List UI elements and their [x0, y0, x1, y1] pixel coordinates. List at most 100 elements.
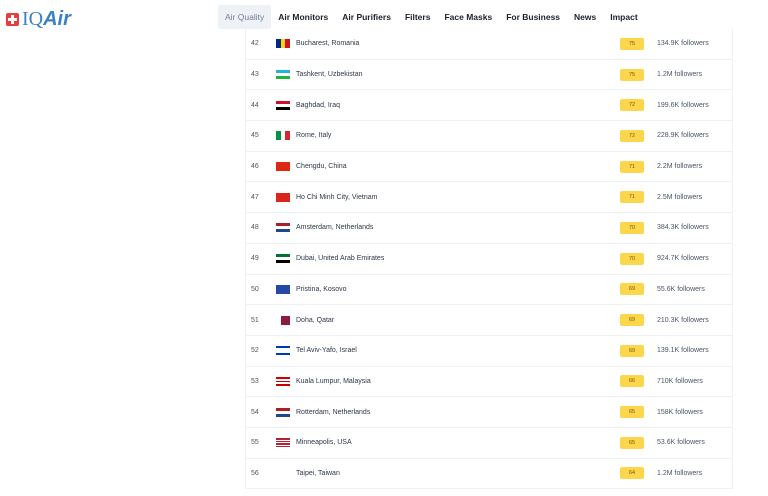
flag-my-icon: [276, 376, 290, 386]
aqi-badge: 64: [620, 467, 644, 480]
table-row[interactable]: 50 Pristina, Kosovo 69 55.6K followers: [246, 275, 732, 306]
city-link[interactable]: Kuala Lumpur, Malaysia: [296, 377, 371, 385]
nav-for-business[interactable]: For Business: [506, 12, 561, 22]
flag-uz-icon: [276, 70, 290, 80]
aqi-badge: 72: [620, 129, 644, 142]
table-row[interactable]: 43 Tashkent, Uzbekistan 75 1.2M followers: [246, 60, 732, 91]
flag-ro-icon: [276, 39, 290, 49]
city-link[interactable]: Minneapolis, USA: [296, 439, 352, 447]
flag-xk-icon: [276, 284, 290, 294]
city-link[interactable]: Amsterdam, Netherlands: [296, 224, 374, 232]
followers-count: 210.3K followers: [657, 316, 709, 324]
aqi-badge: 69: [620, 314, 644, 327]
table-row[interactable]: 47 Ho Chi Minh City, Vietnam 71 2.5M follow…: [246, 182, 732, 214]
nav-news[interactable]: News: [574, 12, 597, 22]
rank: 52: [251, 347, 259, 355]
rank: 56: [251, 469, 259, 477]
followers-count: 139.1K followers: [657, 347, 709, 355]
rank: 43: [251, 71, 259, 79]
table-row[interactable]: 52 Tel Aviv-Yafo, Israel 69 139.1K follower…: [246, 336, 732, 367]
aqi-badge: 69: [620, 283, 644, 296]
rank: 55: [251, 439, 259, 447]
city-link[interactable]: Rotterdam, Netherlands: [296, 408, 371, 416]
followers-count: 924.7K followers: [657, 255, 709, 263]
followers-count: 199.6K followers: [657, 101, 709, 109]
rank: 53: [251, 377, 259, 385]
table-row[interactable]: 56 Taipei, Taiwan 64 1.2M followers: [246, 459, 732, 490]
flag-ae-icon: [276, 254, 290, 264]
aqi-badge: 75: [620, 37, 644, 50]
followers-count: 134.9K followers: [657, 40, 709, 48]
aqi-badge: 65: [620, 406, 644, 419]
table-row[interactable]: 54 Rotterdam, Netherlands 65 158K followers: [246, 397, 732, 428]
flag-it-icon: [276, 131, 290, 141]
table-row[interactable]: 42 Bucharest, Romania 75 134.9K followers: [246, 29, 732, 60]
nav-impact[interactable]: Impact: [610, 12, 638, 22]
city-link[interactable]: Baghdad, Iraq: [296, 101, 340, 109]
followers-count: 710K followers: [657, 377, 703, 385]
flag-us-icon: [276, 438, 290, 448]
rank: 46: [251, 163, 259, 171]
aqi-badge: 71: [620, 191, 644, 204]
swiss-cross-icon: [6, 13, 19, 26]
followers-count: 1.2M followers: [657, 71, 703, 79]
aqi-badge: 72: [620, 99, 644, 112]
aqi-badge: 66: [620, 375, 644, 388]
aqi-badge: 70: [620, 252, 644, 265]
rank: 42: [251, 40, 259, 48]
followers-count: 2.2M followers: [657, 163, 703, 171]
followers-count: 158K followers: [657, 408, 703, 416]
table-row[interactable]: 46 Chengdu, China 71 2.2M followers: [246, 152, 732, 183]
nav-air-purifiers[interactable]: Air Purifiers: [342, 12, 391, 22]
rank: 54: [251, 408, 259, 416]
aqi-badge: 65: [620, 436, 644, 449]
table-row[interactable]: 51 Doha, Qatar 69 210.3K followers: [246, 305, 732, 336]
rank: 51: [251, 316, 259, 324]
rank: 50: [251, 285, 259, 293]
rank: 49: [251, 255, 259, 263]
city-link[interactable]: Bucharest, Romania: [296, 40, 360, 48]
rank: 48: [251, 224, 259, 232]
city-link[interactable]: Taipei, Taiwan: [296, 469, 340, 477]
table-row[interactable]: 45 Rome, Italy 72 228.9K followers: [246, 121, 732, 152]
city-link[interactable]: Chengdu, China: [296, 163, 347, 171]
iqair-logo[interactable]: IQAir: [6, 8, 71, 31]
table-row[interactable]: 48 Amsterdam, Netherlands 70 384.3K followe…: [246, 213, 732, 244]
flag-tw-icon: [276, 468, 290, 478]
city-link[interactable]: Dubai, United Arab Emirates: [296, 255, 385, 263]
followers-count: 2.5M followers: [657, 193, 703, 201]
nav-filters[interactable]: Filters: [404, 12, 431, 22]
followers-count: 55.6K followers: [657, 285, 705, 293]
aqi-badge: 75: [620, 68, 644, 81]
aqi-badge: 71: [620, 160, 644, 173]
followers-count: 1.2M followers: [657, 469, 703, 477]
main-nav: Air Quality Air Monitors Air Purifiers Filt…: [218, 5, 645, 29]
flag-cn-icon: [276, 162, 290, 172]
aqi-badge: 70: [620, 221, 644, 234]
followers-count: 53.6K followers: [657, 439, 705, 447]
city-link[interactable]: Tashkent, Uzbekistan: [296, 71, 363, 79]
city-link[interactable]: Pristina, Kosovo: [296, 285, 347, 293]
nav-air-monitors[interactable]: Air Monitors: [278, 12, 329, 22]
table-row[interactable]: 53 Kuala Lumpur, Malaysia 66 710K followers: [246, 367, 732, 398]
rank: 45: [251, 132, 259, 140]
aqi-badge: 69: [620, 344, 644, 357]
flag-nl-icon: [276, 223, 290, 233]
rank: 44: [251, 101, 259, 109]
flag-il-icon: [276, 346, 290, 356]
city-link[interactable]: Doha, Qatar: [296, 316, 335, 324]
flag-vn-icon: [276, 192, 290, 202]
flag-nl-icon: [276, 407, 290, 417]
city-ranking-table: 42 Bucharest, Romania 75 134.9K followers 43…: [245, 29, 733, 490]
city-link[interactable]: Tel Aviv-Yafo, Israel: [296, 347, 357, 355]
city-link[interactable]: Rome, Italy: [296, 132, 332, 140]
table-row[interactable]: 49 Dubai, United Arab Emirates 70 924.7K fo…: [246, 244, 732, 275]
city-link[interactable]: Ho Chi Minh City, Vietnam: [296, 193, 378, 201]
nav-air-quality[interactable]: Air Quality: [218, 5, 272, 29]
rank: 47: [251, 193, 259, 201]
nav-face-masks[interactable]: Face Masks: [444, 12, 493, 22]
flag-iq-icon: [276, 100, 290, 110]
table-row[interactable]: 44 Baghdad, Iraq 72 199.6K followers: [246, 90, 732, 122]
table-row[interactable]: 55 Minneapolis, USA 65 53.6K followers: [246, 428, 732, 459]
followers-count: 384.3K followers: [657, 224, 709, 232]
